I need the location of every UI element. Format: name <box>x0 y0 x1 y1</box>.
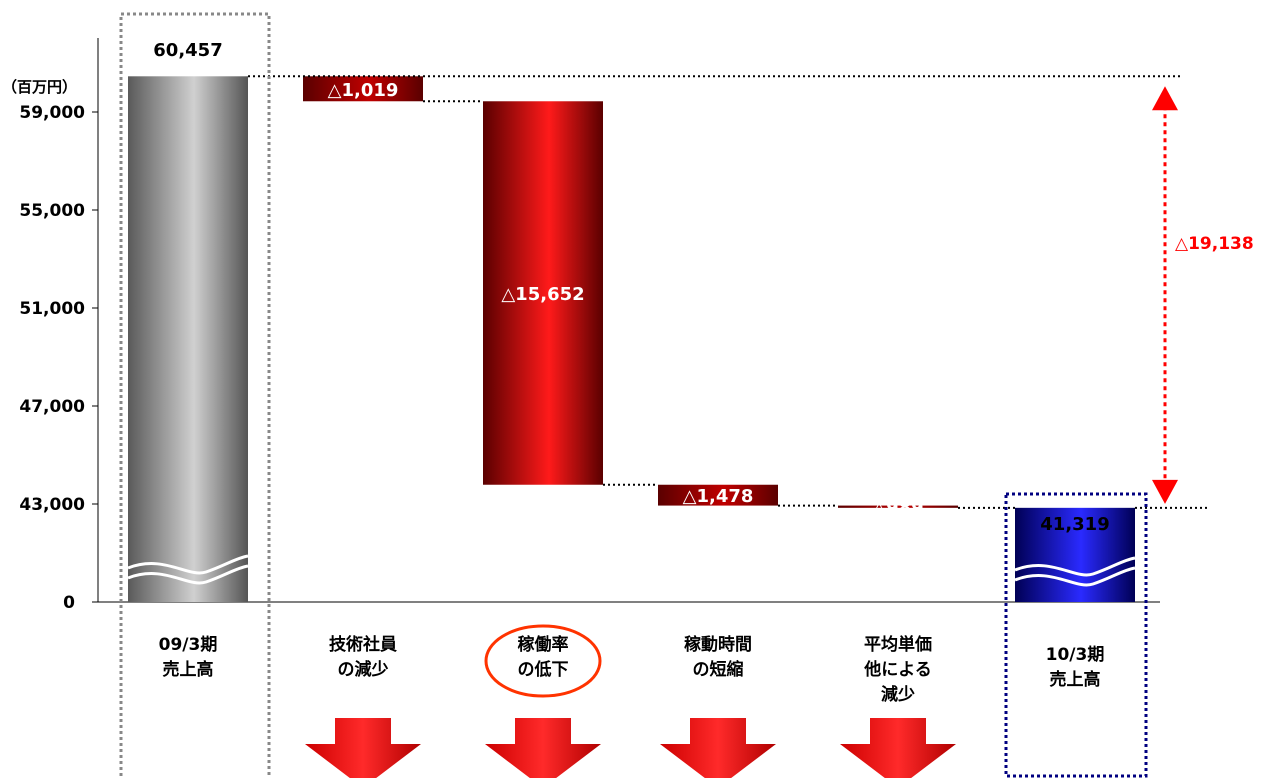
category-label: の減少 <box>338 659 389 680</box>
axis-break-mark <box>127 554 249 575</box>
category-label: 10/3期 <box>1046 645 1105 665</box>
category-label: の短縮 <box>693 659 744 680</box>
decrease-arrow-icon <box>485 718 601 778</box>
start-group-box <box>119 12 271 778</box>
decrease-arrow-icon <box>660 718 776 778</box>
start-bar <box>128 76 248 603</box>
y-tick-label: 43,000 <box>19 495 85 515</box>
axis-break-mark <box>1014 566 1136 587</box>
y-tick-label: 59,000 <box>19 103 85 123</box>
decrease-arrow-icon <box>840 718 956 778</box>
end-group-box <box>1004 492 1148 778</box>
start-value-label: 60,457 <box>153 40 222 61</box>
step-bar <box>838 505 958 508</box>
decrease-arrow-icon <box>305 718 421 778</box>
total-change-arrow-head-down <box>1152 479 1178 504</box>
y-tick-label: 55,000 <box>19 201 85 221</box>
end-bar <box>1015 507 1135 602</box>
category-label: 売上高 <box>163 659 214 680</box>
category-label: 減少 <box>881 684 915 705</box>
axis-break-mark <box>127 564 249 585</box>
step-value-label: △989 <box>872 498 923 519</box>
y-tick-label: 51,000 <box>19 299 85 319</box>
category-label: 技術社員 <box>329 634 397 655</box>
step-value-label: △1,478 <box>683 486 754 507</box>
category-label: 稼動時間 <box>684 634 752 655</box>
step-value-label: △1,019 <box>328 80 399 101</box>
category-label: 稼働率 <box>518 634 569 655</box>
category-label: 売上高 <box>1050 669 1101 690</box>
step-bar <box>483 101 603 485</box>
y-tick-label: 47,000 <box>19 397 85 417</box>
highlight-circle <box>484 624 602 698</box>
category-label: 09/3期 <box>159 635 218 655</box>
category-label: の低下 <box>518 659 569 680</box>
total-change-label: △19,138 <box>1175 234 1254 254</box>
step-bar <box>658 484 778 506</box>
step-value-label: △15,652 <box>501 284 584 305</box>
axis-break-mark <box>1014 556 1136 577</box>
total-change-arrow-head-up <box>1152 86 1178 111</box>
end-value-label: 41,319 <box>1040 514 1109 535</box>
category-label: 平均単価 <box>864 634 932 655</box>
step-bar <box>303 76 423 102</box>
y-axis-unit-label: （百万円） <box>2 78 77 96</box>
y-tick-label: 0 <box>63 593 75 613</box>
category-label: 他による <box>863 659 932 680</box>
